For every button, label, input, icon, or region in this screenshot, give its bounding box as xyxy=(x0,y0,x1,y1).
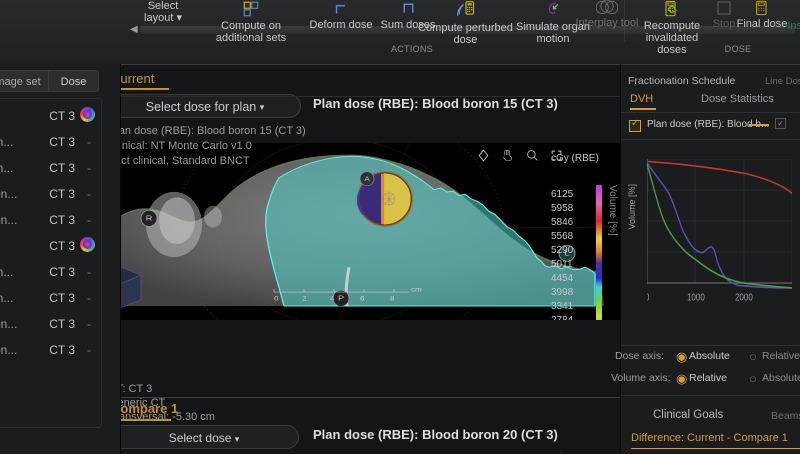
svg-text:8: 8 xyxy=(390,295,394,302)
svg-text:0: 0 xyxy=(274,295,278,302)
svg-text:2: 2 xyxy=(302,295,306,302)
svg-text:0: 0 xyxy=(647,292,649,303)
svg-text:1000: 1000 xyxy=(687,292,705,303)
svg-text:P: P xyxy=(338,295,344,303)
svg-text:6: 6 xyxy=(360,295,364,302)
svg-text:cm: cm xyxy=(411,286,422,293)
svg-text:A: A xyxy=(364,176,370,183)
svg-text:2000: 2000 xyxy=(735,292,753,303)
svg-text:R: R xyxy=(146,215,153,223)
svg-text:4: 4 xyxy=(330,295,334,302)
